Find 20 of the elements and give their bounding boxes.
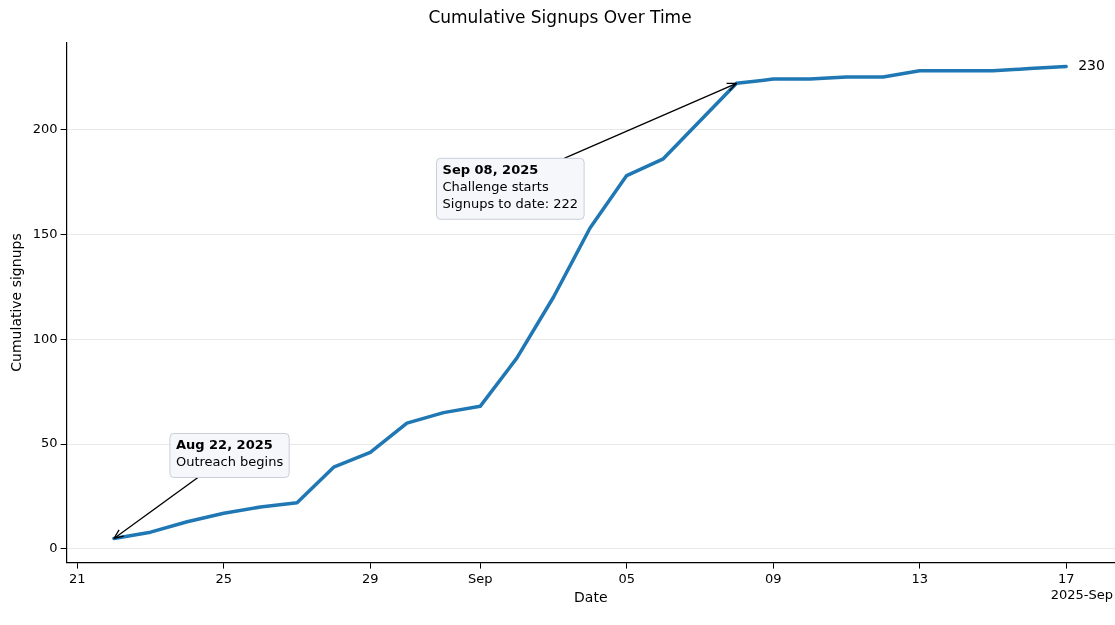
data-label: 230 (1078, 57, 1105, 74)
y-tick-label: 100 (32, 330, 58, 346)
y-tick-label: 150 (32, 225, 58, 241)
annotation: Sep 08, 2025 Challenge starts Signups to date: 222 (442, 162, 579, 212)
x-axis-title: Date (574, 589, 608, 606)
annotation: Aug 22, 2025 Outreach begins (175, 437, 284, 470)
x-tick-label: Sep (467, 570, 493, 586)
y-axis-title: Cumulative signups (8, 233, 25, 372)
x-tick-label: 09 (764, 570, 782, 586)
x-tick-label: 21 (69, 570, 86, 586)
x-tick-label: 05 (618, 570, 635, 586)
x-tick-label: 29 (362, 570, 379, 586)
x-tick-label: 17 (1057, 570, 1075, 586)
x-tick-label: 25 (215, 570, 233, 586)
y-tick-label: 50 (41, 435, 58, 451)
chart-title: Cumulative Signups Over Time (428, 6, 692, 27)
y-tick-label: 0 (49, 540, 58, 556)
x-tick-label: 13 (911, 570, 928, 586)
y-tick-label: 200 (32, 120, 58, 136)
text: 2025-Sep (1050, 587, 1113, 603)
